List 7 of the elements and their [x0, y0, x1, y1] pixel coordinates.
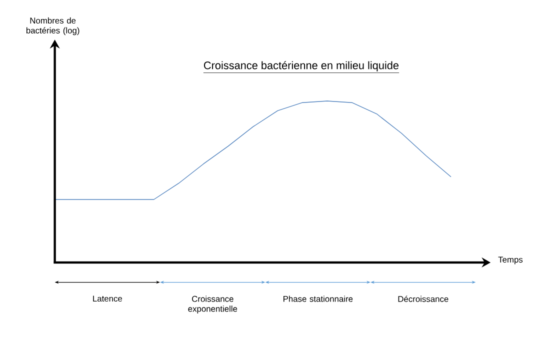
text: Décroissance	[398, 296, 448, 302]
text: Latence	[93, 296, 122, 302]
text: Croissance exponentielle	[188, 296, 238, 314]
text: Phase stationnaire	[283, 296, 353, 302]
text: Nombres de bactéries (log)	[26, 17, 80, 36]
chart-title: Croissance bactérienne en milieu liquide	[204, 61, 399, 72]
x-axis-title: Temps	[498, 256, 523, 264]
